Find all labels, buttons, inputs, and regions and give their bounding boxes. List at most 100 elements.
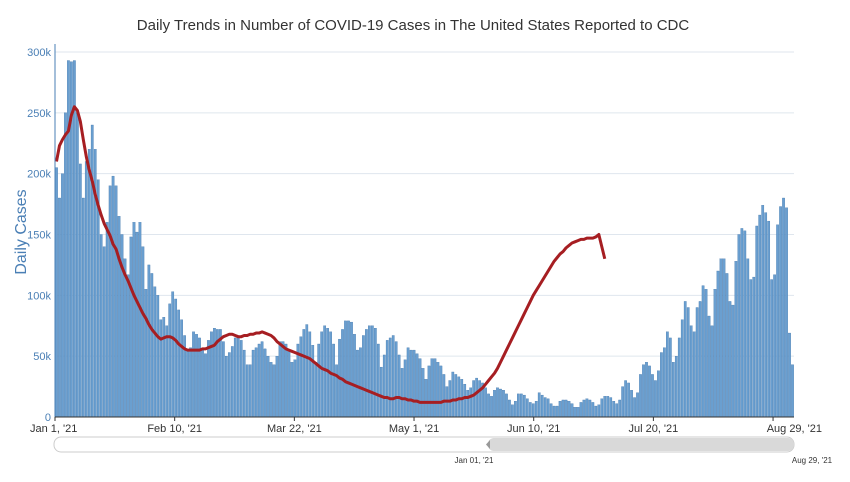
axes <box>54 44 794 418</box>
bar <box>567 401 571 418</box>
bar <box>537 392 541 418</box>
x-tick-label: Mar 22, '21 <box>267 423 322 435</box>
bar <box>686 307 690 418</box>
bar <box>704 289 708 418</box>
bar <box>570 403 574 418</box>
bar <box>779 206 782 418</box>
bar <box>511 404 514 418</box>
bar <box>630 390 633 418</box>
bar <box>302 329 306 418</box>
bar <box>764 212 768 418</box>
bar <box>701 285 705 418</box>
bar <box>534 401 538 418</box>
y-tick-label: 300k <box>27 47 51 59</box>
bar <box>64 112 67 418</box>
bar <box>314 362 318 418</box>
bar <box>782 197 785 418</box>
y-tick-label: 0 <box>45 412 51 424</box>
x-tick-label: Feb 10, '21 <box>147 423 202 435</box>
bar <box>192 331 195 418</box>
bar <box>177 309 181 418</box>
bar <box>254 347 258 418</box>
y-tick-label: 150k <box>27 230 51 242</box>
bar <box>657 370 660 418</box>
bar <box>144 289 148 418</box>
bar <box>654 380 657 418</box>
bar <box>698 301 702 418</box>
navigator-start-label: Jan 01, '21 <box>455 456 494 465</box>
bar <box>668 337 672 418</box>
bar <box>365 329 368 418</box>
bar <box>245 364 249 418</box>
bar <box>642 364 645 418</box>
bar <box>344 320 347 418</box>
bar <box>561 399 565 418</box>
bar <box>707 315 711 418</box>
bar <box>639 374 642 418</box>
y-tick-label: 200k <box>27 169 51 181</box>
line-series <box>55 105 607 404</box>
bar <box>418 358 422 418</box>
bar <box>347 320 350 418</box>
bar <box>126 274 130 418</box>
bar <box>278 341 282 418</box>
bar <box>204 353 207 418</box>
bar <box>573 407 577 418</box>
bar <box>287 349 291 418</box>
range-navigator[interactable]: Jan 01, '21 Aug 29, '21 <box>53 436 833 465</box>
bar <box>743 230 747 418</box>
bar <box>582 399 586 418</box>
bar <box>505 393 508 418</box>
bar <box>785 207 788 418</box>
bar <box>251 349 255 418</box>
bar <box>710 325 714 418</box>
navigator-left-handle-icon[interactable] <box>486 440 490 449</box>
y-tick-label: 250k <box>27 108 51 120</box>
bar <box>716 270 720 418</box>
bar <box>382 354 386 418</box>
bar <box>311 345 315 418</box>
bar <box>469 387 473 418</box>
bar <box>76 112 79 418</box>
bar <box>189 347 192 418</box>
bar <box>236 337 240 418</box>
bar <box>734 261 738 418</box>
bar <box>493 390 496 418</box>
y-axis-label: Daily Cases <box>13 189 30 274</box>
bar <box>412 349 416 418</box>
bar <box>746 258 750 418</box>
bar <box>502 390 505 418</box>
x-tick-label: Jul 20, '21 <box>628 423 678 435</box>
navigator-selection[interactable] <box>488 438 794 451</box>
bar <box>433 358 437 418</box>
x-axis-ticks: Jan 1, '21 Feb 10, '21 Mar 22, '21 May 1, '… <box>30 417 822 435</box>
x-tick-label: Jan 1, '21 <box>30 423 77 435</box>
bar <box>219 329 222 418</box>
bar <box>552 405 556 418</box>
bar <box>168 303 172 418</box>
bar <box>731 304 735 418</box>
bar <box>260 341 264 418</box>
bar <box>648 365 651 418</box>
bar <box>150 273 154 418</box>
bar <box>788 332 791 418</box>
bar <box>156 295 160 418</box>
gridlines <box>55 51 794 357</box>
bar <box>320 331 324 418</box>
y-tick-label: 100k <box>27 290 51 302</box>
bar <box>752 276 756 418</box>
bar <box>660 352 663 418</box>
bar <box>111 175 115 418</box>
bar <box>317 343 321 418</box>
bar <box>442 374 446 418</box>
bar <box>90 124 94 418</box>
bar <box>299 336 303 418</box>
bar <box>749 279 753 418</box>
bar <box>448 380 452 418</box>
bar <box>284 343 288 418</box>
bar <box>487 393 490 418</box>
bar <box>579 402 583 418</box>
bar <box>406 347 410 418</box>
bar <box>558 401 562 418</box>
